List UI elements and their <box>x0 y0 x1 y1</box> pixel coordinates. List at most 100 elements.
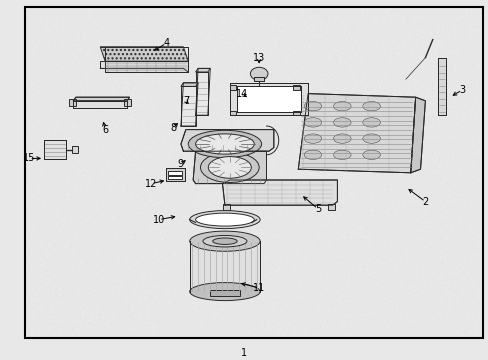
Point <box>44 59 52 65</box>
Point <box>446 297 453 303</box>
Point <box>149 37 157 43</box>
Point <box>135 242 142 248</box>
Point <box>300 214 307 220</box>
Point <box>208 287 216 293</box>
Point <box>228 317 236 323</box>
Point <box>403 314 411 319</box>
Point <box>321 173 329 179</box>
Point <box>69 239 77 245</box>
Point <box>161 76 168 82</box>
Point <box>201 89 209 94</box>
Point <box>288 105 296 111</box>
Point <box>442 108 449 114</box>
Point <box>281 220 288 225</box>
Point <box>423 258 430 264</box>
Point <box>377 332 385 338</box>
Point <box>379 136 387 141</box>
Point <box>44 233 52 239</box>
Point <box>244 326 251 332</box>
Point <box>187 216 195 221</box>
Point <box>384 93 392 99</box>
Point <box>78 13 86 19</box>
Point <box>123 239 131 245</box>
Point <box>395 54 403 59</box>
Point <box>368 284 376 289</box>
Point <box>123 226 131 232</box>
Point <box>469 194 477 200</box>
Point <box>304 288 311 294</box>
Point <box>261 271 268 277</box>
Point <box>419 262 427 268</box>
Point <box>383 252 391 258</box>
Point <box>147 327 155 333</box>
Point <box>395 71 403 77</box>
Point <box>131 187 139 193</box>
Point <box>106 233 114 239</box>
Point <box>398 323 406 329</box>
Point <box>61 161 69 167</box>
Point <box>346 334 353 339</box>
Point <box>199 102 207 107</box>
Point <box>313 77 321 83</box>
Point <box>413 198 421 203</box>
Point <box>31 179 39 184</box>
Point <box>81 149 89 155</box>
Point <box>395 29 403 35</box>
Point <box>280 102 288 108</box>
Point <box>129 311 137 316</box>
Point <box>136 106 144 112</box>
Point <box>146 294 154 300</box>
Point <box>264 327 272 333</box>
Point <box>350 124 358 130</box>
Point <box>321 314 328 320</box>
Point <box>174 176 182 182</box>
Point <box>37 153 44 158</box>
Point <box>47 222 55 228</box>
Point <box>72 33 80 39</box>
Point <box>239 88 246 94</box>
Point <box>270 93 278 99</box>
Point <box>250 278 258 284</box>
Point <box>28 212 36 218</box>
Point <box>70 51 78 57</box>
Point <box>394 290 402 296</box>
Point <box>278 310 285 316</box>
Point <box>130 60 138 66</box>
Point <box>427 139 435 145</box>
Point <box>76 311 83 317</box>
Point <box>232 201 240 207</box>
Point <box>394 267 402 273</box>
Point <box>29 54 37 60</box>
Point <box>166 158 174 164</box>
Point <box>438 198 446 204</box>
Point <box>330 104 338 110</box>
Point <box>359 237 367 243</box>
Point <box>444 151 451 157</box>
Point <box>434 262 442 268</box>
Point <box>217 158 224 163</box>
Point <box>438 21 446 27</box>
Point <box>169 235 177 241</box>
Point <box>336 256 344 261</box>
Point <box>350 70 358 76</box>
Point <box>58 244 66 249</box>
Point <box>179 258 186 264</box>
Point <box>336 62 344 67</box>
Point <box>387 221 395 227</box>
Point <box>163 70 171 76</box>
Point <box>61 58 69 63</box>
Point <box>219 122 227 128</box>
Point <box>41 230 49 236</box>
Point <box>388 330 396 336</box>
Point <box>462 253 469 259</box>
Point <box>272 296 280 302</box>
Point <box>222 271 229 277</box>
Point <box>69 301 77 307</box>
Point <box>132 80 140 86</box>
Point <box>126 71 134 77</box>
Point <box>235 186 243 192</box>
Point <box>179 133 187 139</box>
Point <box>341 295 348 301</box>
Point <box>386 134 394 140</box>
Point <box>282 211 290 217</box>
